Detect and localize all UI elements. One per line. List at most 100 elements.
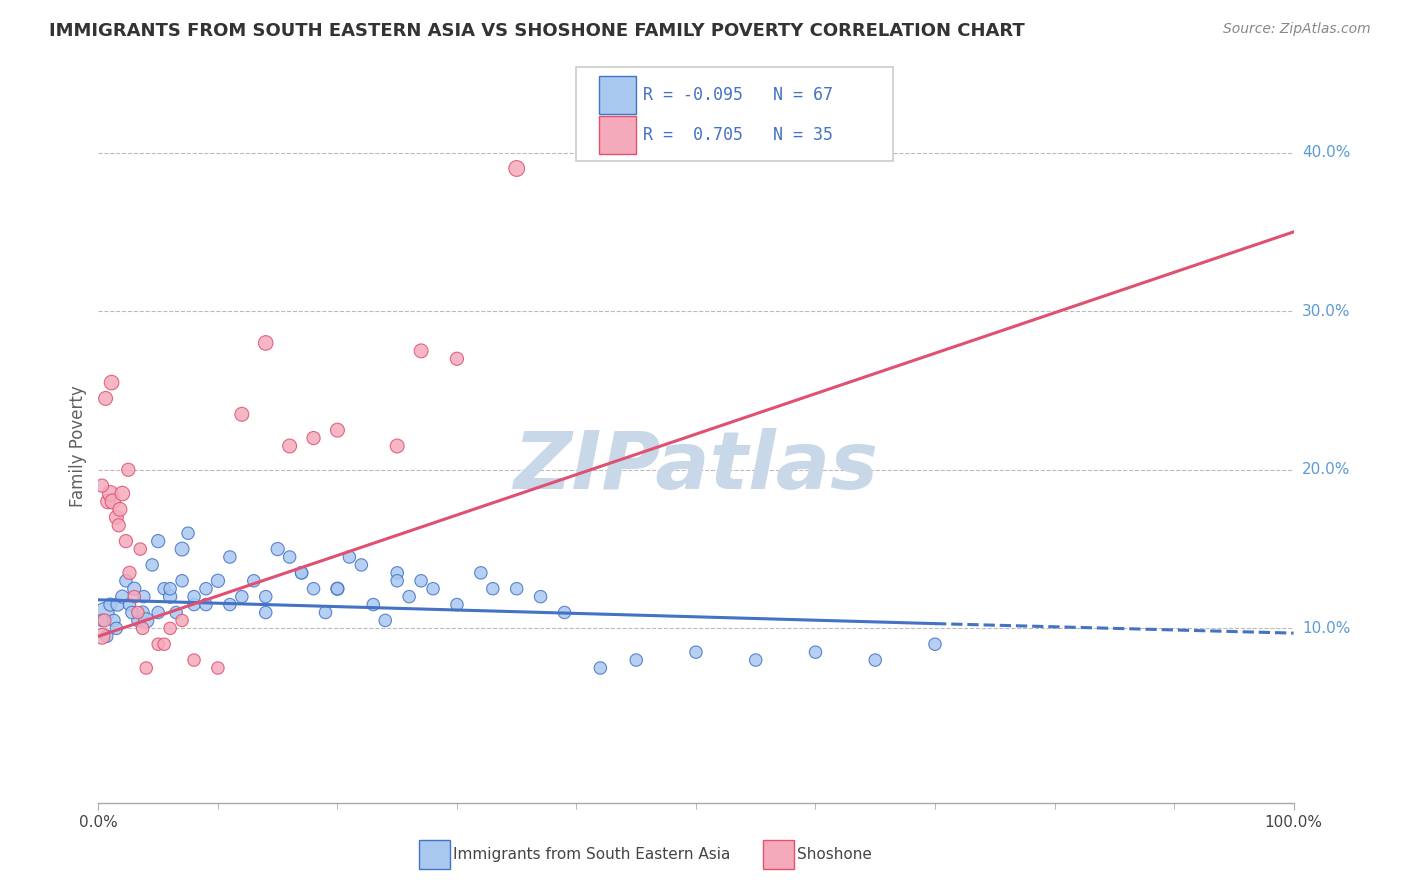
Point <box>118 566 141 580</box>
Point <box>118 598 141 612</box>
Point <box>411 343 433 358</box>
Point <box>363 598 385 612</box>
Point <box>153 637 176 651</box>
Point <box>385 566 409 580</box>
Point <box>98 598 122 612</box>
Point <box>111 590 134 604</box>
Point <box>127 606 149 620</box>
Point <box>231 590 253 604</box>
Point <box>267 542 290 557</box>
Point <box>148 534 170 549</box>
Text: Immigrants from South Eastern Asia: Immigrants from South Eastern Asia <box>453 847 730 862</box>
Text: 30.0%: 30.0% <box>1302 303 1350 318</box>
Point <box>101 494 124 508</box>
Point <box>141 558 163 572</box>
Point <box>195 598 218 612</box>
Point <box>132 590 155 604</box>
Point <box>385 439 409 453</box>
Point <box>626 653 648 667</box>
Point <box>124 590 146 604</box>
Point <box>183 590 205 604</box>
Point <box>302 582 325 596</box>
Point <box>278 549 301 564</box>
Point <box>93 606 115 620</box>
Point <box>291 566 314 580</box>
Text: 40.0%: 40.0% <box>1302 145 1350 161</box>
Point <box>98 486 122 500</box>
Point <box>97 494 120 508</box>
Point <box>115 534 138 549</box>
Point <box>745 653 768 667</box>
Point <box>183 598 205 612</box>
Point <box>107 598 129 612</box>
Text: ZIPatlas: ZIPatlas <box>513 428 879 507</box>
Point <box>315 606 337 620</box>
Point <box>127 614 149 628</box>
Text: Shoshone: Shoshone <box>797 847 872 862</box>
Point <box>148 637 170 651</box>
Point <box>207 574 229 588</box>
Point <box>117 463 139 477</box>
Point <box>446 351 468 366</box>
Point <box>177 526 200 541</box>
Point <box>159 590 181 604</box>
Point <box>96 629 118 643</box>
Point <box>411 574 433 588</box>
Point <box>219 598 242 612</box>
Point <box>278 439 301 453</box>
Point <box>804 645 827 659</box>
Point <box>243 574 266 588</box>
Point <box>254 590 277 604</box>
Point <box>131 606 153 620</box>
Point <box>172 542 194 557</box>
Point <box>506 582 529 596</box>
Point <box>195 582 218 596</box>
Point <box>374 614 396 628</box>
Point <box>111 486 134 500</box>
Point <box>100 376 122 390</box>
Text: R =  0.705   N = 35: R = 0.705 N = 35 <box>643 126 832 144</box>
Point <box>254 335 277 350</box>
Point <box>326 582 349 596</box>
Text: Source: ZipAtlas.com: Source: ZipAtlas.com <box>1223 22 1371 37</box>
Point <box>129 542 152 557</box>
Point <box>326 423 349 437</box>
Text: R = -0.095   N = 67: R = -0.095 N = 67 <box>643 87 832 104</box>
Point <box>124 582 146 596</box>
Point <box>93 614 115 628</box>
Point <box>135 661 157 675</box>
Point <box>470 566 492 580</box>
Point <box>91 478 114 492</box>
Point <box>207 661 229 675</box>
Point <box>159 582 181 596</box>
Point <box>153 582 176 596</box>
Point <box>302 431 325 445</box>
Point <box>291 566 314 580</box>
Point <box>339 549 361 564</box>
Point <box>482 582 505 596</box>
Point <box>183 653 205 667</box>
Point <box>446 598 468 612</box>
Point <box>554 606 576 620</box>
Point <box>506 161 529 176</box>
Point <box>103 614 125 628</box>
Point <box>172 614 194 628</box>
Point <box>131 621 153 635</box>
Text: 20.0%: 20.0% <box>1302 462 1350 477</box>
Point <box>172 574 194 588</box>
Point <box>91 614 114 628</box>
Point <box>350 558 373 572</box>
Point <box>135 614 157 628</box>
Point <box>94 392 117 406</box>
Point <box>108 502 131 516</box>
Point <box>422 582 444 596</box>
Point <box>385 574 409 588</box>
Point <box>105 510 128 524</box>
Point <box>219 549 242 564</box>
Point <box>121 606 143 620</box>
Point <box>326 582 349 596</box>
Text: IMMIGRANTS FROM SOUTH EASTERN ASIA VS SHOSHONE FAMILY POVERTY CORRELATION CHART: IMMIGRANTS FROM SOUTH EASTERN ASIA VS SH… <box>49 22 1025 40</box>
Point <box>924 637 946 651</box>
Point <box>398 590 420 604</box>
Point <box>530 590 553 604</box>
